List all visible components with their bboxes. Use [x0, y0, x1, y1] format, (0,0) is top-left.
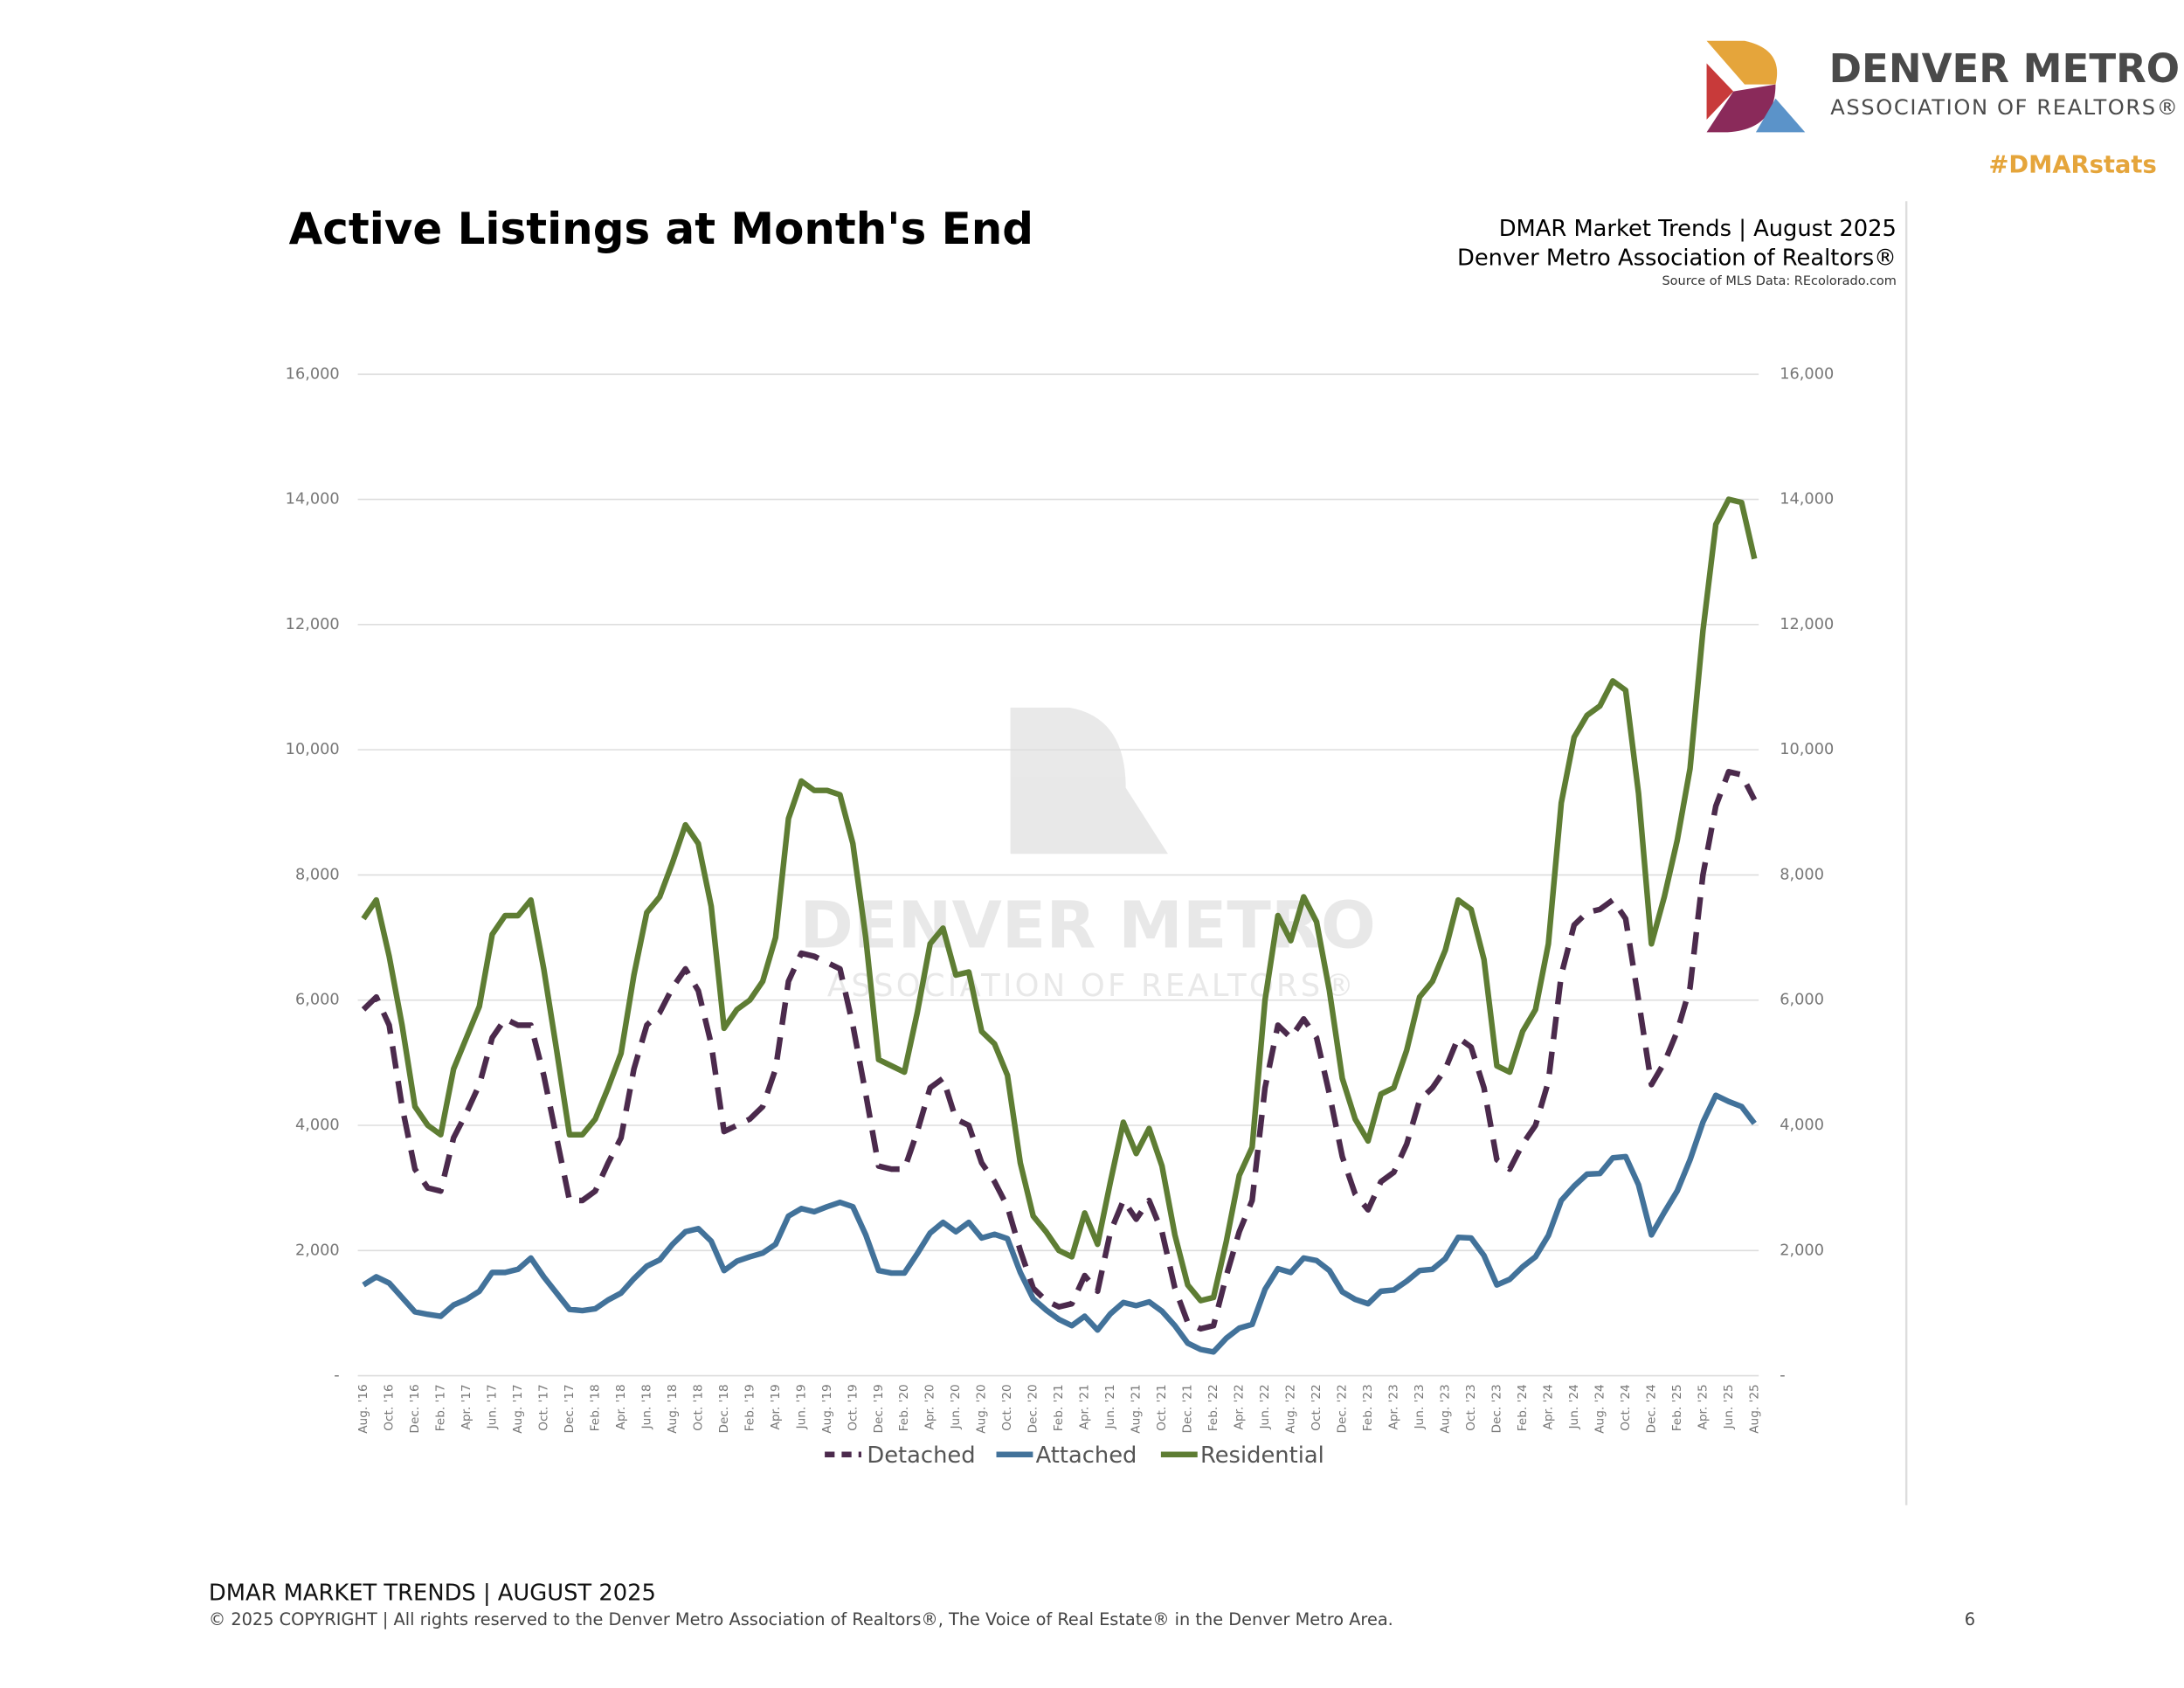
x-tick-label: Jun. '19 [794, 1384, 808, 1429]
legend-label: Residential [1200, 1442, 1324, 1469]
x-tick-label: Apr. '25 [1696, 1384, 1710, 1429]
x-tick-label: Oct. '17 [536, 1384, 550, 1431]
y-tick-label: 8,000 [295, 866, 340, 883]
x-tick-label: Aug. '21 [1130, 1384, 1144, 1434]
y-tick-label: 6,000 [295, 992, 340, 1009]
series-line [361, 496, 1758, 1304]
watermark-sub: ASSOCIATION OF REALTORS® [827, 968, 1357, 1004]
source: Source of MLS Data: REcolorado.com [1662, 274, 1896, 288]
x-tick-label: Aug. '25 [1747, 1384, 1761, 1434]
watermark: DENVER METRO ASSOCIATION OF REALTORS® [799, 707, 1376, 1004]
y-tick-label: 4,000 [295, 1117, 340, 1134]
plot: - - 2,000 2,000 4,000 4,000 6,000 6,000 8,000 8,0… [286, 365, 1835, 1469]
x-tick-label: Oct. '22 [1310, 1384, 1324, 1431]
x-tick-label: Dec. '20 [1026, 1384, 1040, 1433]
y2-tick-label: 6,000 [1780, 992, 1824, 1009]
x-tick-label: Dec. '23 [1489, 1384, 1503, 1433]
x-tick-label: Apr. '21 [1078, 1384, 1092, 1429]
x-tick-label: Feb. '21 [1052, 1384, 1066, 1431]
x-tick-label: Oct. '23 [1464, 1384, 1478, 1431]
x-tick-label: Apr. '19 [769, 1384, 783, 1429]
x-tick-label: Feb. '19 [743, 1384, 757, 1431]
report-name: DMAR Market Trends | August 2025 [1499, 216, 1897, 242]
x-tick-label: Jun. '21 [1103, 1384, 1117, 1429]
x-tick-label: Oct. '19 [846, 1384, 860, 1431]
x-tick-label: Jun. '20 [949, 1384, 963, 1429]
x-tick-label: Jun. '24 [1567, 1384, 1581, 1429]
x-tick-label: Apr. '20 [923, 1384, 937, 1429]
y-tick-label: - [334, 1367, 339, 1385]
x-tick-label: Jun. '25 [1722, 1384, 1736, 1429]
x-tick-label: Dec. '21 [1181, 1384, 1195, 1433]
y-tick-label: 14,000 [286, 491, 340, 508]
x-tick-label: Jun. '22 [1258, 1384, 1272, 1429]
logo-sub: ASSOCIATION OF REALTORS® [1830, 95, 2179, 120]
logo-name: DENVER METRO [1829, 45, 2180, 92]
x-tick-label: Feb. '22 [1206, 1384, 1220, 1431]
x-tick-label: Feb. '25 [1670, 1384, 1684, 1431]
y2-tick-label: 10,000 [1780, 741, 1834, 758]
series-line [362, 1092, 1757, 1355]
y2-tick-label: - [1780, 1367, 1785, 1385]
x-tick-label: Oct. '24 [1619, 1384, 1633, 1431]
logo [1706, 40, 1806, 133]
x-tick-label: Dec. '17 [563, 1384, 577, 1433]
x-tick-label: Aug. '19 [820, 1384, 834, 1434]
legend-label: Attached [1036, 1442, 1137, 1469]
y2-tick-label: 8,000 [1780, 866, 1824, 883]
x-tick-label: Oct. '16 [383, 1384, 397, 1431]
copyright: © 2025 COPYRIGHT | All rights reserved t… [209, 1609, 1393, 1629]
x-tick-label: Jun. '17 [485, 1384, 499, 1429]
y-tick-label: 12,000 [286, 616, 340, 633]
y-tick-label: 10,000 [286, 741, 340, 758]
hashtag: #DMARstats [1988, 151, 2156, 178]
y2-tick-label: 4,000 [1780, 1117, 1824, 1134]
x-tick-label: Apr. '24 [1541, 1384, 1555, 1429]
x-tick-label: Apr. '18 [614, 1384, 628, 1429]
x-tick-label: Feb. '23 [1361, 1384, 1375, 1431]
y-tick-label: 16,000 [286, 365, 340, 383]
x-tick-label: Aug. '17 [511, 1384, 525, 1434]
y2-tick-label: 12,000 [1780, 616, 1834, 633]
x-tick-label: Dec. '18 [717, 1384, 731, 1433]
watermark-name: DENVER METRO [799, 889, 1375, 964]
chart-title: Active Listings at Month's End [289, 204, 1033, 254]
x-tick-label: Dec. '22 [1336, 1384, 1350, 1433]
series-line [361, 768, 1758, 1332]
x-tick-label: Aug. '18 [666, 1384, 680, 1434]
x-tick-label: Oct. '20 [1000, 1384, 1014, 1431]
footer-title: DMAR MARKET TRENDS | AUGUST 2025 [209, 1581, 656, 1607]
y2-tick-label: 14,000 [1780, 491, 1834, 508]
x-tick-label: Feb. '24 [1516, 1384, 1530, 1431]
x-tick-label: Feb. '17 [433, 1384, 447, 1431]
x-tick-label: Feb. '20 [897, 1384, 911, 1431]
x-tick-label: Dec. '19 [872, 1384, 886, 1433]
x-tick-label: Aug. '23 [1438, 1384, 1452, 1434]
x-tick-label: Dec. '24 [1644, 1384, 1658, 1433]
x-tick-label: Apr. '22 [1233, 1384, 1247, 1429]
x-tick-label: Oct. '21 [1155, 1384, 1169, 1431]
x-tick-label: Aug. '24 [1593, 1384, 1607, 1434]
x-tick-label: Jun. '18 [639, 1384, 653, 1429]
org-name: Denver Metro Association of Realtors® [1457, 246, 1897, 272]
x-tick-label: Aug. '16 [356, 1384, 370, 1434]
y2-tick-label: 16,000 [1780, 365, 1834, 383]
y2-tick-label: 2,000 [1780, 1242, 1824, 1259]
x-tick-label: Jun. '23 [1413, 1384, 1427, 1429]
y-tick-label: 2,000 [295, 1242, 340, 1259]
x-tick-label: Apr. '23 [1386, 1384, 1400, 1429]
legend-label: Detached [867, 1442, 975, 1469]
page-number: 6 [1965, 1609, 1975, 1629]
x-tick-label: Oct. '18 [691, 1384, 705, 1431]
x-tick-label: Dec. '16 [408, 1384, 422, 1433]
x-tick-label: Feb. '18 [588, 1384, 602, 1431]
x-tick-label: Aug. '22 [1284, 1384, 1298, 1434]
x-tick-label: Apr. '17 [460, 1384, 473, 1429]
x-tick-label: Aug. '20 [975, 1384, 989, 1434]
